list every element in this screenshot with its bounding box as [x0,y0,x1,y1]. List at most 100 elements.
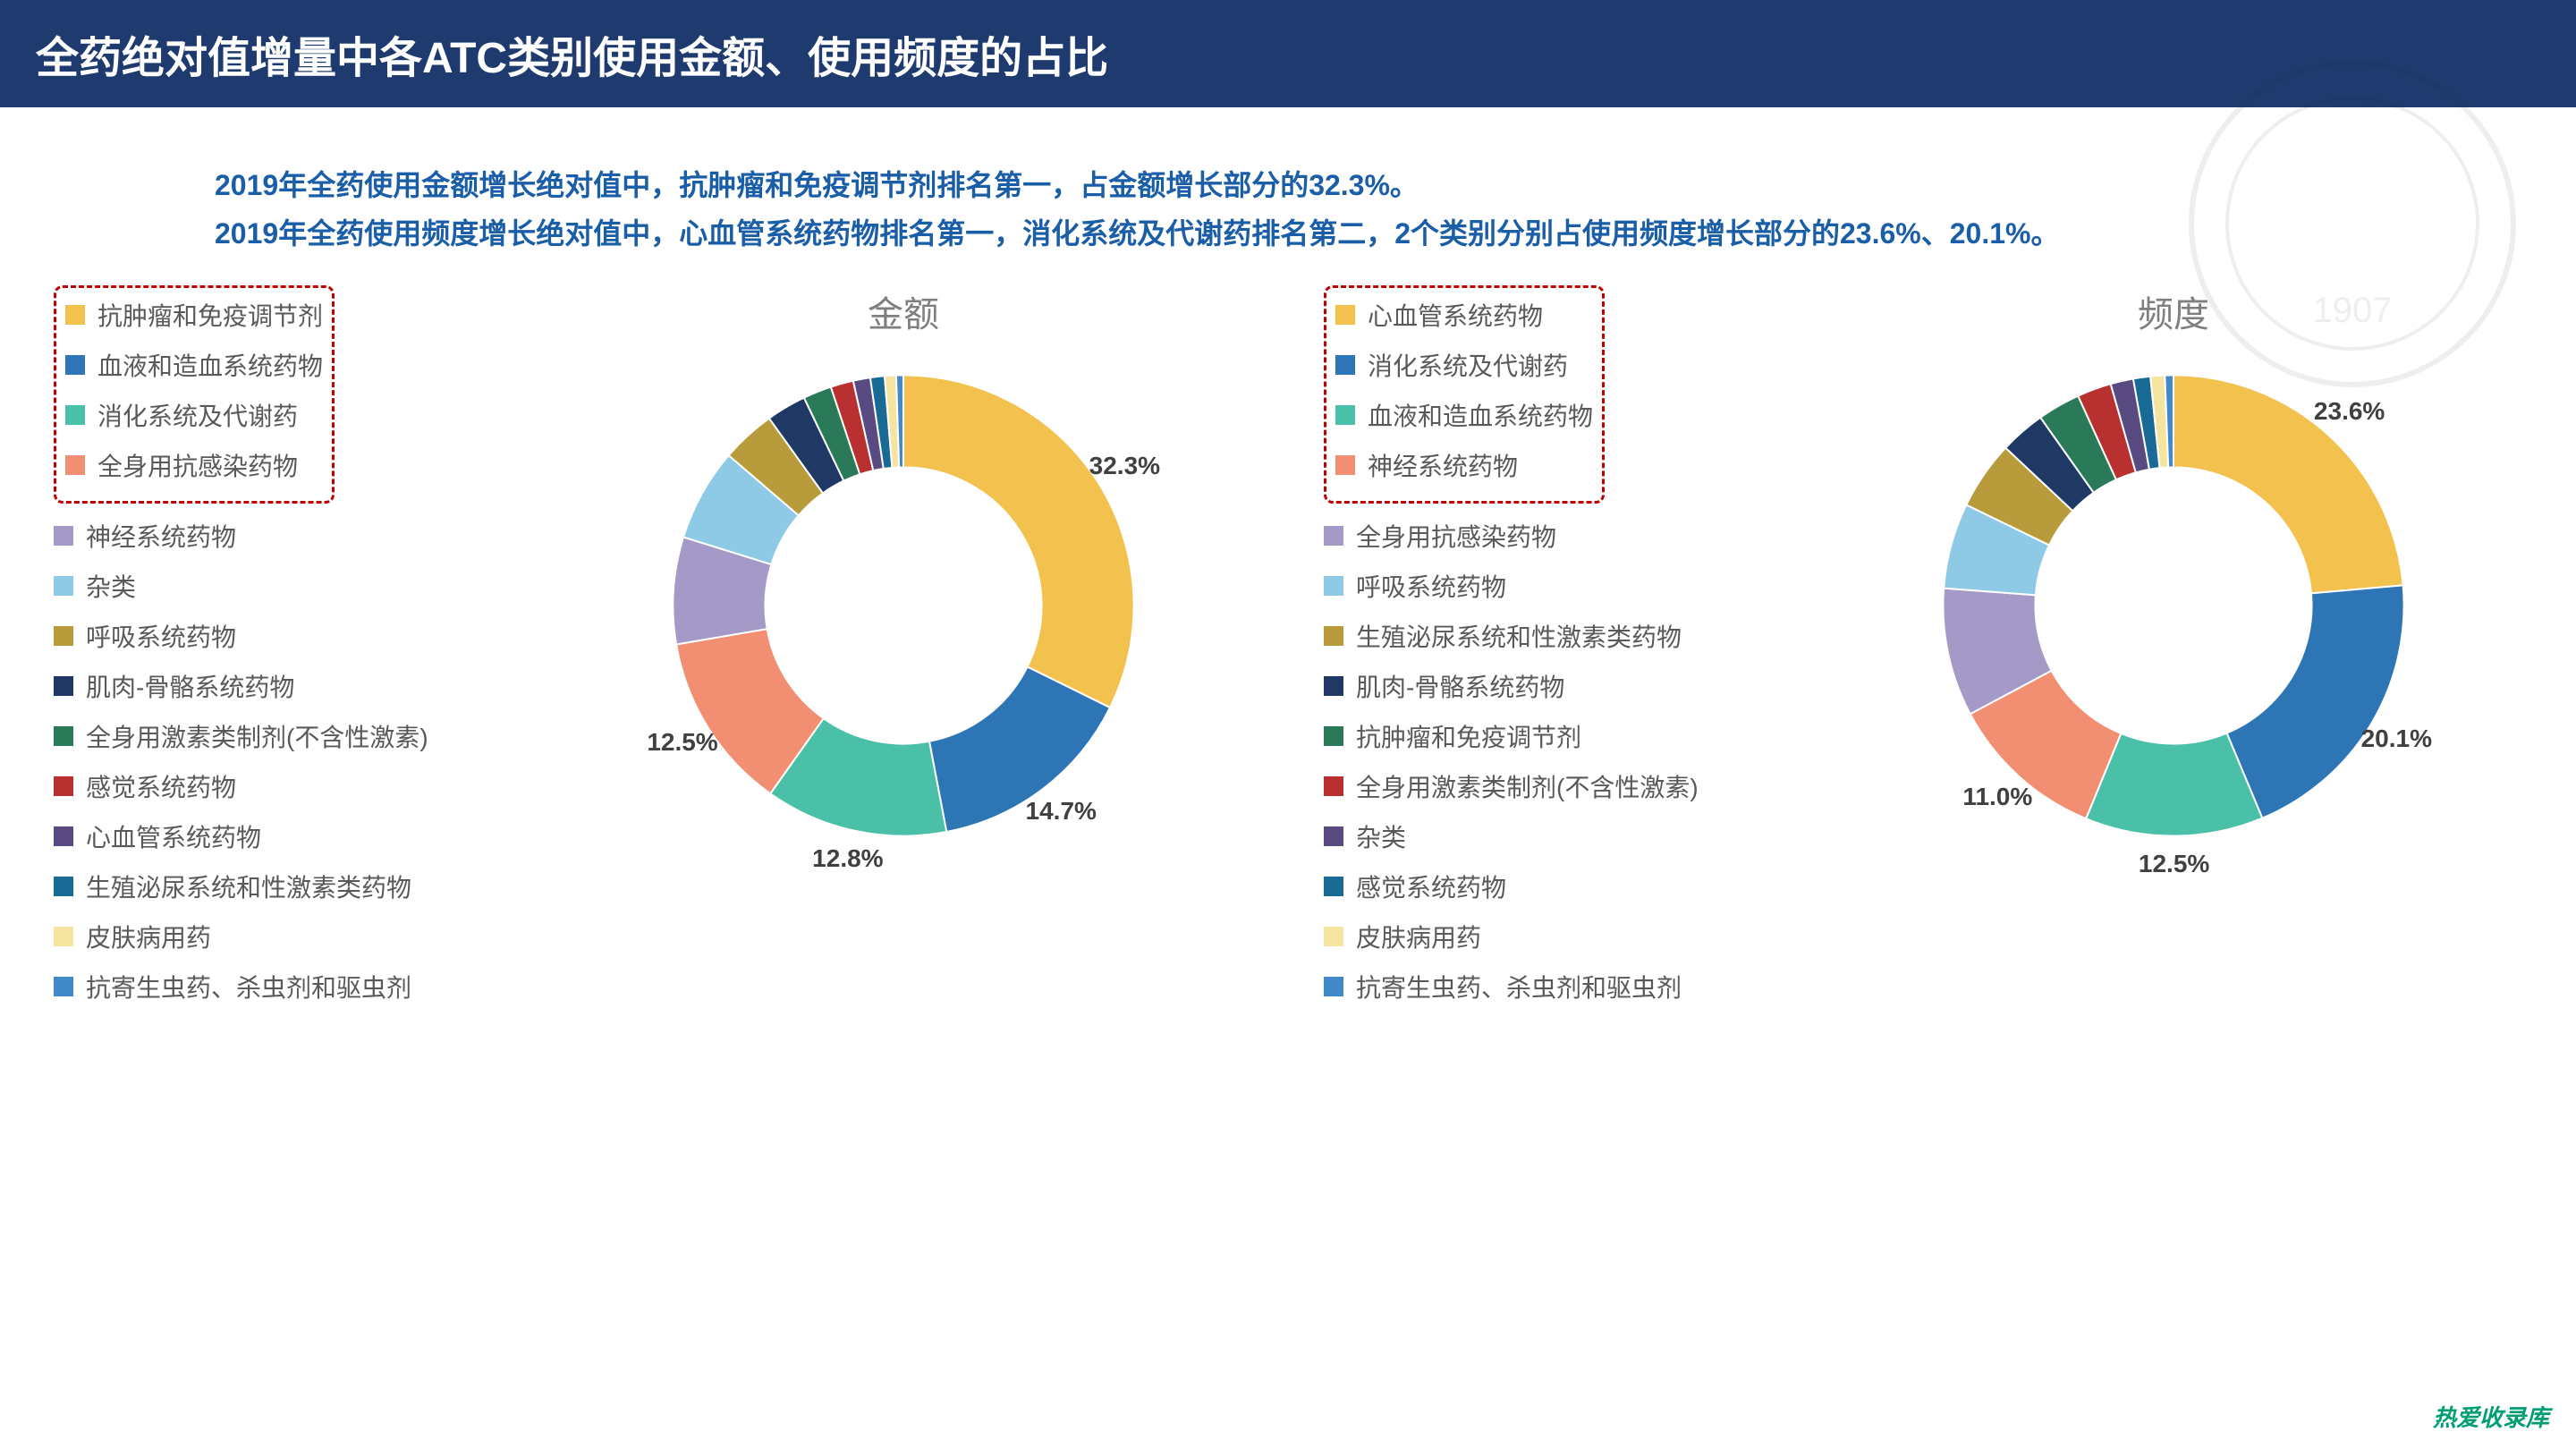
legend-swatch [54,776,73,796]
legend-swatch [1324,576,1343,596]
legend-swatch [1335,305,1355,325]
legend-swatch [54,676,73,696]
donut-slice [2227,585,2404,818]
legend-swatch [1324,776,1343,796]
chart-left-col: 金额 32.3%14.7%12.8%12.5% [528,285,1279,1019]
legend-label: 生殖泌尿系统和性激素类药物 [1356,618,1682,654]
legend-label: 心血管系统药物 [1368,297,1543,333]
legend-swatch [1324,676,1343,696]
legend-label: 杂类 [1356,818,1406,854]
legend-label: 生殖泌尿系统和性激素类药物 [86,869,411,904]
pct-label: 11.0% [1962,783,2032,811]
legend-label: 感觉系统药物 [86,768,236,804]
legend-item: 皮肤病用药 [1324,919,1798,954]
title-bar: 全药绝对值增量中各ATC类别使用金额、使用频度的占比 [0,0,2576,107]
donut-right: 23.6%20.1%12.5%11.0% [1923,355,2424,856]
pct-label: 12.8% [812,844,883,873]
legend-label: 呼吸系统药物 [1356,568,1506,604]
chart-left-title: 金额 [868,285,939,337]
legend-item: 血液和造血系统药物 [65,347,323,383]
legend-swatch [54,826,73,846]
legend-item: 抗肿瘤和免疫调节剂 [1324,718,1798,754]
legend-label: 皮肤病用药 [1356,919,1481,954]
legend-item: 杂类 [54,568,528,604]
legend-swatch [1335,355,1355,375]
legend-swatch [65,455,85,475]
legend-label: 杂类 [86,568,136,604]
left-panel: 抗肿瘤和免疫调节剂血液和造血系统药物消化系统及代谢药全身用抗感染药物神经系统药物… [27,285,1279,1019]
legend-item: 呼吸系统药物 [1324,568,1798,604]
legend-swatch [65,405,85,425]
desc-line-1: 2019年全药使用金额增长绝对值中，抗肿瘤和免疫调节剂排名第一，占金额增长部分的… [215,161,2361,209]
legend-item: 肌肉-骨骼系统药物 [54,668,528,704]
legend-swatch [1324,526,1343,546]
legend-item: 肌肉-骨骼系统药物 [1324,668,1798,704]
legend-left: 抗肿瘤和免疫调节剂血液和造血系统药物消化系统及代谢药全身用抗感染药物神经系统药物… [27,285,528,1019]
legend-label: 抗肿瘤和免疫调节剂 [1356,718,1581,754]
legend-item: 抗寄生虫药、杀虫剂和驱虫剂 [54,969,528,1004]
legend-highlight-box: 抗肿瘤和免疫调节剂血液和造血系统药物消化系统及代谢药全身用抗感染药物 [54,285,335,504]
legend-item: 生殖泌尿系统和性激素类药物 [1324,618,1798,654]
legend-swatch [1324,927,1343,946]
legend-item: 感觉系统药物 [1324,869,1798,904]
legend-swatch [1324,977,1343,996]
pct-label: 14.7% [1026,797,1097,826]
legend-swatch [1324,626,1343,646]
legend-highlight-box: 心血管系统药物消化系统及代谢药血液和造血系统药物神经系统药物 [1324,285,1605,504]
legend-label: 神经系统药物 [1368,447,1518,483]
legend-swatch [54,576,73,596]
legend-item: 血液和造血系统药物 [1335,397,1593,433]
legend-item: 心血管系统药物 [1335,297,1593,333]
right-panel: 心血管系统药物消化系统及代谢药血液和造血系统药物神经系统药物全身用抗感染药物呼吸… [1297,285,2549,1019]
legend-item: 神经系统药物 [54,518,528,554]
legend-label: 全身用抗感染药物 [97,447,298,483]
donut-left: 32.3%14.7%12.8%12.5% [653,355,1154,856]
legend-item: 心血管系统药物 [54,818,528,854]
legend-item: 消化系统及代谢药 [1335,347,1593,383]
legend-swatch [54,927,73,946]
legend-swatch [54,526,73,546]
chart-right-title: 频度 [2138,285,2209,337]
description-block: 2019年全药使用金额增长绝对值中，抗肿瘤和免疫调节剂排名第一，占金额增长部分的… [0,107,2576,285]
desc-line-2: 2019年全药使用频度增长绝对值中，心血管系统药物排名第一，消化系统及代谢药排名… [215,209,2361,258]
legend-item: 消化系统及代谢药 [65,397,323,433]
pct-label: 12.5% [647,728,717,757]
legend-label: 消化系统及代谢药 [97,397,298,433]
legend-label: 肌肉-骨骼系统药物 [86,668,294,704]
pct-label: 32.3% [1089,452,1160,480]
pct-label: 12.5% [2139,850,2209,878]
legend-label: 呼吸系统药物 [86,618,236,654]
legend-item: 感觉系统药物 [54,768,528,804]
legend-swatch [1335,455,1355,475]
legend-swatch [65,355,85,375]
legend-swatch [1335,405,1355,425]
legend-label: 皮肤病用药 [86,919,211,954]
legend-item: 全身用抗感染药物 [65,447,323,483]
chart-right-col: 频度 23.6%20.1%12.5%11.0% [1798,285,2549,1019]
legend-swatch [1324,726,1343,746]
content-row: 抗肿瘤和免疫调节剂血液和造血系统药物消化系统及代谢药全身用抗感染药物神经系统药物… [0,285,2576,1019]
legend-label: 抗寄生虫药、杀虫剂和驱虫剂 [1356,969,1682,1004]
pct-label: 20.1% [2361,724,2432,753]
legend-swatch [1324,826,1343,846]
donut-slice [903,375,1134,708]
legend-label: 消化系统及代谢药 [1368,347,1568,383]
legend-label: 肌肉-骨骼系统药物 [1356,668,1564,704]
legend-label: 血液和造血系统药物 [1368,397,1593,433]
legend-right: 心血管系统药物消化系统及代谢药血液和造血系统药物神经系统药物全身用抗感染药物呼吸… [1297,285,1798,1019]
legend-label: 抗寄生虫药、杀虫剂和驱虫剂 [86,969,411,1004]
legend-item: 神经系统药物 [1335,447,1593,483]
legend-item: 全身用激素类制剂(不含性激素) [54,718,528,754]
legend-label: 全身用激素类制剂(不含性激素) [1356,768,1699,804]
footer-mark: 热爱收录库 [2433,1400,2549,1433]
legend-item: 生殖泌尿系统和性激素类药物 [54,869,528,904]
legend-item: 全身用激素类制剂(不含性激素) [1324,768,1798,804]
legend-label: 神经系统药物 [86,518,236,554]
legend-swatch [54,626,73,646]
legend-swatch [1324,877,1343,896]
legend-label: 全身用抗感染药物 [1356,518,1556,554]
legend-item: 抗肿瘤和免疫调节剂 [65,297,323,333]
legend-swatch [54,726,73,746]
legend-label: 血液和造血系统药物 [97,347,323,383]
legend-item: 抗寄生虫药、杀虫剂和驱虫剂 [1324,969,1798,1004]
